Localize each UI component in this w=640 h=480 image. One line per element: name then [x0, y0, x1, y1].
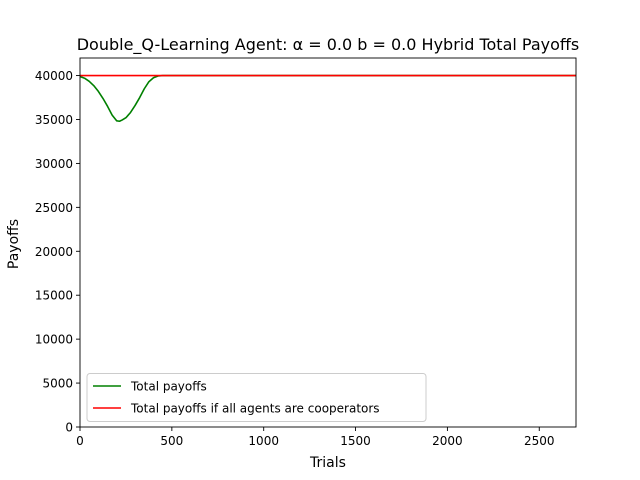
y-tick-label: 20000 — [35, 245, 73, 259]
y-axis-label: Payoffs — [6, 219, 22, 269]
y-tick-label: 15000 — [35, 289, 73, 303]
legend-label-1: Total payoffs — [130, 380, 207, 394]
legend: Total payoffs Total payoffs if all agents… — [86, 373, 427, 422]
y-tick-label: 0 — [65, 421, 73, 435]
y-tick-label: 30000 — [35, 157, 73, 171]
x-tick-label: 500 — [160, 434, 183, 448]
y-tick-label: 10000 — [35, 333, 73, 347]
x-tick-label: 1000 — [248, 434, 279, 448]
x-tick-label: 1500 — [340, 434, 371, 448]
legend-label-2: Total payoffs if all agents are cooperat… — [130, 402, 380, 416]
chart-title: Double_Q-Learning Agent: α = 0.0 b = 0.0… — [77, 35, 580, 55]
x-tick-label: 2500 — [524, 434, 555, 448]
x-tick-label: 0 — [76, 434, 84, 448]
axes-frame — [79, 57, 577, 428]
x-tick-label: 2000 — [432, 434, 463, 448]
y-tick-label: 35000 — [35, 113, 73, 127]
plot-area: 0 500 1000 1500 2000 250005000100001500020000… — [35, 57, 577, 448]
y-tick-label: 40000 — [35, 69, 73, 83]
legend-box — [86, 373, 427, 422]
y-tick-label: 25000 — [35, 201, 73, 215]
x-axis-label: Trials — [309, 455, 346, 471]
y-tick-label: 5000 — [42, 377, 73, 391]
